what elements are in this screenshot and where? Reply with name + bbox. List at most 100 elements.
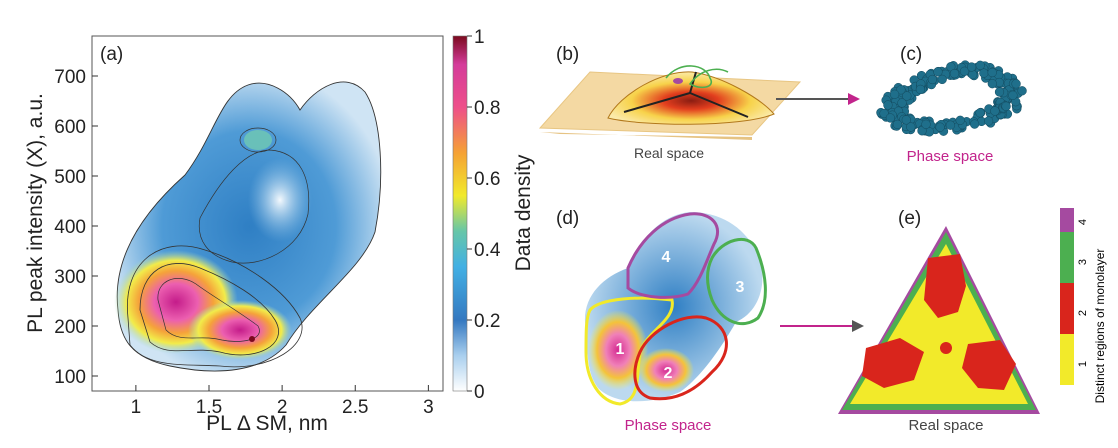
mini-hot-region	[638, 348, 694, 392]
colorbar-tick-label: 0.8	[474, 98, 500, 119]
phase-point	[1011, 79, 1021, 89]
mini-hot-region	[588, 310, 648, 390]
density-secondary-peak	[244, 130, 272, 150]
region-2-map	[862, 338, 924, 388]
legend-swatch-4	[1060, 208, 1074, 232]
legend-title: Distinct regions of monolayer	[1093, 249, 1107, 404]
phase-point	[983, 116, 994, 126]
panel-b: (b) Real space	[538, 44, 860, 161]
phase-point	[968, 69, 978, 80]
arrow-head	[848, 93, 860, 105]
grain-boundary	[623, 92, 691, 113]
phase-point	[1008, 90, 1018, 100]
panel-label-c: (c)	[900, 44, 922, 65]
phase-point	[990, 106, 1000, 116]
legend-swatch-2	[1060, 283, 1074, 334]
phase-point	[955, 115, 965, 125]
region-2-outline	[633, 315, 728, 401]
phase-point	[949, 68, 960, 79]
region-1-outline	[584, 296, 674, 406]
colorbar-tick-label: 0.4	[474, 240, 501, 261]
grain-boundary	[689, 92, 749, 118]
phase-point	[945, 120, 956, 130]
legend-label-1: 1	[1077, 361, 1089, 367]
caption-d: Phase space	[625, 417, 712, 434]
y-axis-label: PL peak intensity (X), a.u.	[24, 93, 47, 333]
phase-space-point-cloud	[876, 60, 1027, 137]
caption-b: Real space	[634, 145, 704, 161]
grain-boundary	[689, 71, 697, 94]
y-tick-label: 100	[54, 367, 86, 388]
phase-point	[896, 85, 906, 95]
phase-point	[927, 74, 938, 85]
colorbar-tick-label: 1	[474, 27, 485, 48]
probe-marker	[673, 78, 683, 84]
phase-point	[966, 62, 977, 72]
density-contour	[139, 263, 279, 356]
legend-label-3: 3	[1077, 259, 1089, 265]
phase-point	[979, 68, 989, 78]
colorbar	[452, 35, 468, 392]
phase-point	[906, 122, 916, 132]
phase-point	[937, 74, 947, 85]
caption-c: Phase space	[907, 148, 994, 165]
legend-swatch-1	[1060, 334, 1074, 385]
density-high-region	[188, 300, 292, 360]
phase-point	[901, 115, 911, 125]
panel-e: (e) Real space 1 2 3 4 Distinct regions …	[838, 208, 1107, 434]
panel-c: (c) Phase space	[876, 44, 1027, 165]
phase-point	[892, 119, 903, 130]
colorbar-tick-label: 0.2	[474, 311, 500, 332]
colorbar-label: Data density	[512, 154, 535, 271]
x-ticks: 1 1.5 2 2.5 3	[131, 385, 434, 418]
phase-point	[987, 67, 997, 78]
density-contour	[198, 149, 310, 264]
panel-label-e: (e)	[898, 208, 921, 229]
panel-d: (d) 1 2 3 4 Phase space	[556, 208, 864, 434]
panel-label-b: (b)	[556, 44, 579, 65]
y-tick-label: 600	[54, 117, 86, 138]
y-tick-label: 500	[54, 167, 86, 188]
y-ticks: 100 200 300 400 500 600 700	[54, 67, 98, 388]
density-contour	[239, 127, 277, 153]
legend-label-2: 2	[1077, 310, 1089, 316]
region-label-2: 2	[664, 365, 673, 382]
phase-point	[902, 91, 912, 101]
density-plot	[114, 81, 382, 372]
y-tick-label: 200	[54, 317, 86, 338]
y-tick-label: 300	[54, 267, 86, 288]
y-tick-label: 700	[54, 67, 86, 88]
region-2-map	[962, 340, 1016, 390]
phase-point	[975, 60, 985, 70]
panel-label-d: (d)	[556, 208, 579, 229]
phase-point	[994, 87, 1005, 97]
region-label-4: 4	[662, 249, 671, 266]
region-3-outline	[706, 237, 767, 326]
region-2-map	[924, 254, 966, 318]
panel-label-a: (a)	[100, 44, 123, 65]
phase-point	[883, 100, 893, 110]
density-low-hole	[248, 158, 312, 242]
phase-point	[935, 122, 945, 132]
y-tick-label: 400	[54, 217, 86, 238]
substrate-edge	[540, 132, 752, 140]
density-max-marker	[249, 336, 255, 342]
phase-point	[987, 79, 997, 89]
phase-point	[1001, 101, 1011, 111]
x-tick-label: 1	[131, 397, 142, 418]
phase-point	[885, 113, 896, 123]
phase-point	[915, 84, 926, 95]
colorbar-tick-label: 0.6	[474, 169, 500, 190]
x-tick-label: 3	[423, 397, 434, 418]
x-tick-label: 1.5	[196, 397, 222, 418]
legend-label-4: 4	[1077, 219, 1089, 225]
phase-point	[897, 98, 907, 108]
phase-point	[921, 119, 931, 129]
legend-swatch-3	[1060, 232, 1074, 283]
x-tick-label: 2	[277, 397, 288, 418]
region-label-1: 1	[616, 341, 625, 358]
phase-point	[933, 67, 943, 77]
region-2-map	[940, 342, 952, 354]
density-contour	[126, 245, 303, 368]
